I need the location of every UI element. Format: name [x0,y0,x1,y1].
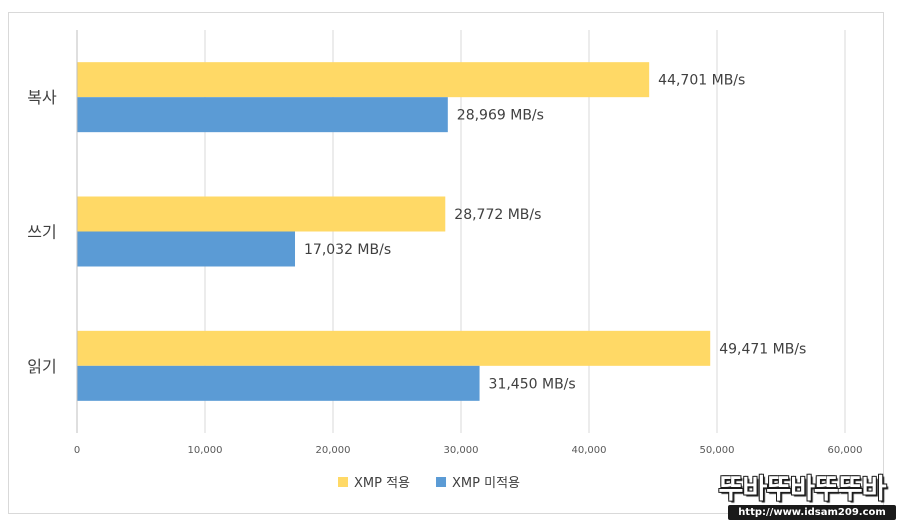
data-label: 31,450 MB/s [489,376,576,392]
data-labels: 44,701 MB/s 28,969 MB/s 28,772 MB/s 17,032 … [304,73,806,393]
bars [77,62,711,401]
legend-swatch [436,477,447,487]
x-tick-label: 0 [74,445,80,456]
bar [77,330,711,366]
x-tick-label: 10,000 [188,445,223,456]
x-tick-label: 50,000 [700,445,735,456]
x-tick-label: 60,000 [828,445,863,456]
bar [77,365,480,401]
category-label: 복사 [27,88,57,107]
bar [77,231,296,267]
data-label: 28,772 MB/s [454,207,541,223]
data-label: 28,969 MB/s [457,108,544,124]
category-label: 읽기 [27,357,56,376]
x-axis-ticks: 0 10,000 20,000 30,000 40,000 50,000 60,000 [74,445,863,456]
data-label: 17,032 MB/s [304,242,391,258]
watermark-text: 뚜바뚜바뚜뚜바 [718,474,887,505]
watermark-logo: 뚜바뚜바뚜뚜바 http://www.idsam209.com [708,474,896,522]
legend: XMP 적용 XMP 미적용 [338,476,520,491]
legend-label: XMP 미적용 [452,476,520,491]
bar [77,62,650,98]
bar [77,97,448,133]
x-tick-label: 40,000 [572,445,607,456]
watermark-url: http://www.idsam209.com [728,505,896,520]
x-tick-label: 30,000 [444,445,479,456]
data-label: 49,471 MB/s [719,341,806,357]
bar [77,196,446,232]
category-label: 쓰기 [27,223,56,242]
legend-swatch [338,477,348,487]
legend-label: XMP 적용 [354,476,410,491]
x-tick-label: 20,000 [316,445,351,456]
data-label: 44,701 MB/s [658,73,745,89]
